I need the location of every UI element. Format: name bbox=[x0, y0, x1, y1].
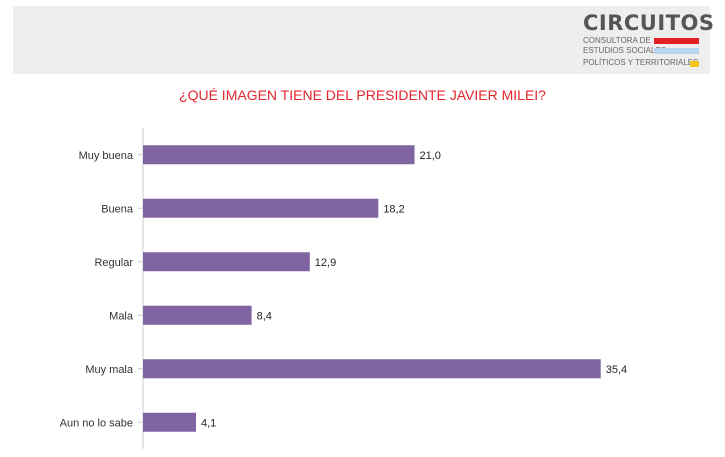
brand-bar-blue bbox=[654, 48, 699, 54]
bar bbox=[143, 305, 252, 325]
bar bbox=[143, 359, 601, 379]
value-label: 12,9 bbox=[315, 257, 336, 269]
brand-bar-red bbox=[654, 38, 699, 44]
brand-logo: CIRCUITOS CONSULTORA DE ESTUDIOS SOCIALE… bbox=[583, 11, 714, 71]
brand-name: CIRCUITOS bbox=[583, 11, 715, 35]
category-label: Buena bbox=[101, 203, 134, 215]
chart-title: ¿QUÉ IMAGEN TIENE DEL PRESIDENTE JAVIER … bbox=[179, 87, 546, 103]
category-label: Regular bbox=[94, 257, 133, 269]
value-label: 21,0 bbox=[420, 150, 441, 162]
bar bbox=[143, 252, 310, 272]
bar bbox=[143, 198, 379, 218]
value-label: 4,1 bbox=[201, 417, 216, 429]
bar bbox=[143, 412, 197, 432]
brand-line-3: POLÍTICOS Y TERRITORIALES bbox=[583, 58, 699, 67]
brand-line-2: ESTUDIOS SOCIALES, bbox=[583, 46, 669, 55]
category-label: Mala bbox=[109, 310, 134, 322]
category-label: Muy buena bbox=[79, 150, 134, 162]
value-label: 8,4 bbox=[257, 310, 272, 322]
category-label: Aun no lo sabe bbox=[60, 417, 133, 429]
brand-line-1: CONSULTORA DE bbox=[583, 36, 651, 45]
value-label: 18,2 bbox=[383, 203, 404, 215]
value-label: 35,4 bbox=[606, 364, 627, 376]
brand-bar-yellow bbox=[690, 61, 699, 67]
category-label: Muy mala bbox=[85, 364, 134, 376]
header-band bbox=[13, 6, 710, 74]
bar bbox=[143, 145, 415, 165]
